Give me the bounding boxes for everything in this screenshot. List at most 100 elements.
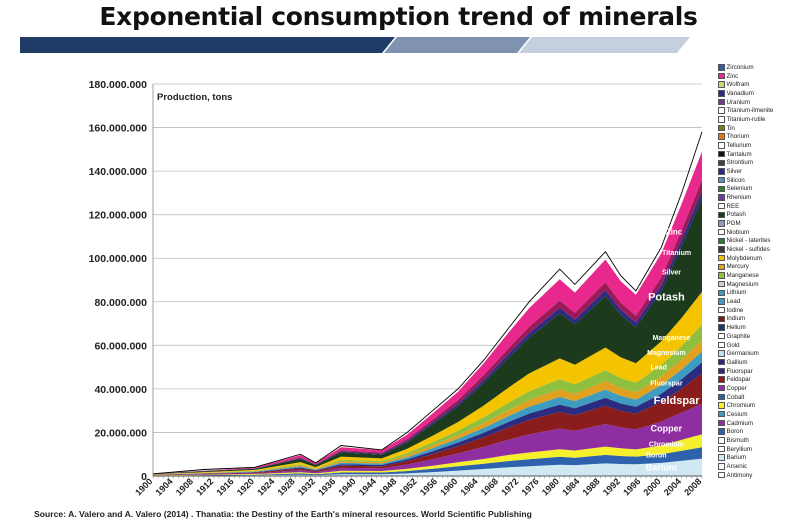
legend-swatch <box>718 280 725 288</box>
area-lead <box>153 351 702 475</box>
legend-item: Niobium <box>718 229 797 238</box>
legend-label: Nickel - laterites <box>726 237 771 245</box>
legend-item: Mercury <box>718 263 797 272</box>
y-tick-label: 140.000.000 <box>89 166 148 178</box>
legend-label: Beryllium <box>726 445 752 453</box>
legend-item: Wolfram <box>718 81 797 90</box>
legend-swatch <box>718 410 725 418</box>
legend-label: Magnesium <box>726 280 759 288</box>
legend-swatch <box>718 350 725 357</box>
legend-item: Nickel - laterites <box>718 237 797 246</box>
y-tick-label: 100.000.000 <box>89 253 148 265</box>
legend-label: Niobium <box>726 228 750 236</box>
x-tick-label: 1936 <box>316 476 337 497</box>
legend-label: Lithium <box>726 289 747 297</box>
annotation-zinc: Zinc <box>666 227 683 236</box>
x-tick-label: 1948 <box>377 476 398 497</box>
legend-swatch <box>718 358 725 366</box>
legend-item: Graphite <box>718 333 797 342</box>
legend-label: Mercury <box>726 263 749 271</box>
legend-swatch <box>718 315 725 323</box>
legend-item: Boron <box>718 428 797 437</box>
x-tick-label: 1900 <box>133 476 154 497</box>
legend-label: Bismuth <box>726 436 749 444</box>
legend-label: Vanadium <box>726 90 754 98</box>
legend-swatch <box>718 150 725 158</box>
x-tick-label: 1908 <box>174 476 195 497</box>
legend-label: Zirconium <box>726 64 754 71</box>
legend: Zirconium Zinc Wolfram Vanadium Uranium Titan… <box>718 64 797 480</box>
y-tick-label: 40.000.000 <box>94 384 147 396</box>
legend-swatch <box>718 289 725 297</box>
legend-item: Lead <box>718 298 797 307</box>
legend-item: Tin <box>718 125 797 134</box>
legend-swatch <box>718 90 725 97</box>
x-tick-label: 1940 <box>337 476 358 497</box>
total-outline <box>152 131 703 475</box>
legend-swatch <box>718 272 725 279</box>
legend-label: Tantalum <box>726 150 752 158</box>
legend-item: Feldspar <box>718 376 797 385</box>
legend-item: Antimony <box>718 472 797 481</box>
x-tick-label: 2000 <box>642 476 663 497</box>
legend-label: Selenium <box>726 185 753 193</box>
legend-item: Vanadium <box>718 90 797 99</box>
legend-swatch <box>718 159 725 166</box>
annotation-potash: Potash <box>648 292 685 304</box>
legend-label: Gallium <box>726 358 748 366</box>
x-tick-label: 1920 <box>235 476 256 497</box>
legend-label: Molybdenum <box>726 254 762 262</box>
legend-swatch <box>718 376 725 383</box>
y-tick-label: 160.000.000 <box>89 123 148 135</box>
legend-item: Bismuth <box>718 437 797 446</box>
legend-swatch <box>718 471 725 479</box>
legend-label: Nickel - sulfides <box>726 246 770 254</box>
legend-label: Arsenic <box>726 462 748 470</box>
annotation-magnesium: Magnesium <box>647 350 686 357</box>
legend-swatch <box>718 428 725 435</box>
legend-label: Germanium <box>726 350 759 358</box>
legend-item: Indium <box>718 315 797 324</box>
legend-swatch <box>718 228 725 236</box>
area-barium <box>153 458 702 476</box>
legend-swatch <box>718 298 725 305</box>
legend-label: Wolfram <box>726 81 750 89</box>
series-annotations: Zinc Titanium Silver Potash Manganese Magnesi… <box>646 227 700 472</box>
x-tick-label: 1980 <box>540 476 561 497</box>
legend-swatch <box>718 116 725 123</box>
area-boron <box>153 447 702 476</box>
legend-swatch <box>718 220 725 227</box>
area-copper <box>153 403 702 476</box>
legend-item: Potash <box>718 211 797 220</box>
legend-swatch <box>718 393 725 401</box>
legend-item: Cobalt <box>718 394 797 403</box>
y-tick-label: 60.000.000 <box>94 340 147 352</box>
legend-swatch <box>718 237 725 245</box>
x-tick-label: 1976 <box>520 476 541 497</box>
y-axis-label: Production, tons <box>157 92 232 103</box>
x-tick-label: 1924 <box>255 476 276 497</box>
legend-item: REE <box>718 203 797 212</box>
legend-swatch <box>718 384 725 392</box>
legend-label: Graphite <box>726 332 751 340</box>
legend-item: Silicon <box>718 177 797 186</box>
area-potash <box>153 198 702 475</box>
x-tick-label: 2004 <box>662 476 683 497</box>
legend-label: Rhenium <box>726 194 752 202</box>
legend-item: Beryllium <box>718 446 797 455</box>
legend-item: Strontium <box>718 159 797 168</box>
legend-swatch <box>718 445 725 453</box>
legend-item: Selenium <box>718 185 797 194</box>
legend-swatch <box>718 454 725 461</box>
legend-item: Silver <box>718 168 797 177</box>
y-tick-label: 120.000.000 <box>89 210 148 222</box>
legend-item: Germanium <box>718 350 797 359</box>
legend-item: Tantalum <box>718 151 797 160</box>
legend-label: Cobalt <box>726 393 745 401</box>
area-series <box>152 131 703 476</box>
x-tick-label: 1912 <box>194 476 215 497</box>
legend-swatch <box>718 98 725 106</box>
x-tick-label: 1928 <box>276 476 297 497</box>
legend-item: Uranium <box>718 99 797 108</box>
legend-label: Silver <box>726 168 742 176</box>
